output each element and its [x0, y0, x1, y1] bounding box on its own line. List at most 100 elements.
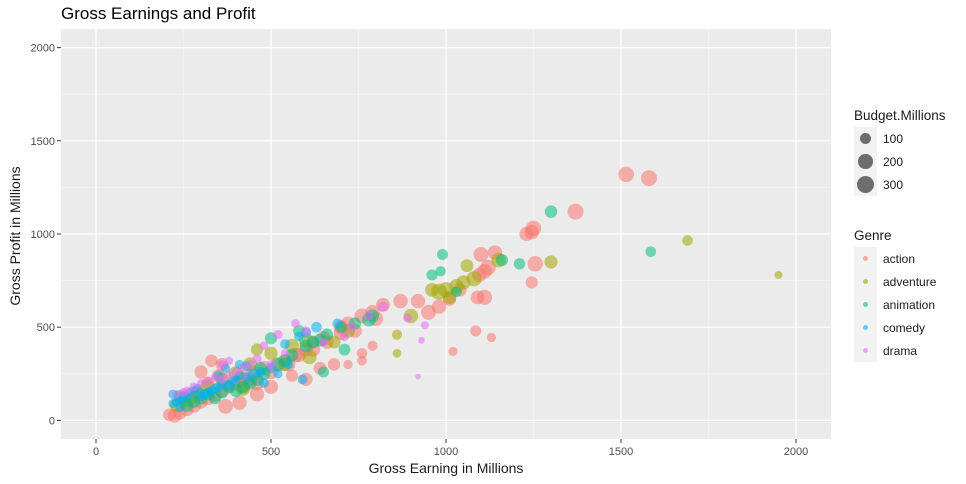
data-point-adventure	[460, 259, 474, 273]
y-axis-label: Gross Profit in Millions	[7, 166, 23, 306]
x-tick-label: 2000	[784, 446, 808, 458]
grid	[61, 29, 831, 439]
legend-marker	[858, 154, 873, 169]
data-point-action	[410, 293, 426, 309]
x-tick-label: 500	[262, 446, 280, 458]
x-tick-label: 1500	[609, 446, 633, 458]
data-point-drama	[415, 373, 421, 380]
data-point-drama	[224, 371, 234, 381]
size-legend-item: 300	[854, 173, 946, 196]
data-point-comedy	[311, 321, 322, 333]
data-point-drama	[291, 319, 300, 328]
data-point-comedy	[297, 374, 308, 385]
data-point-animation	[436, 248, 449, 261]
data-point-action	[470, 325, 482, 337]
data-point-action	[421, 304, 436, 320]
data-point-comedy	[259, 378, 269, 388]
legend-marker	[863, 325, 868, 330]
y-tick-label: 1000	[31, 229, 55, 241]
data-point-drama	[420, 321, 430, 330]
chart-title: Gross Earnings and Profit	[61, 4, 256, 23]
data-point-animation	[645, 246, 657, 258]
legend-label: adventure	[883, 274, 937, 289]
genre-legend-item: adventure	[854, 270, 936, 293]
legend-key	[854, 339, 877, 362]
data-point-drama	[189, 382, 199, 392]
y-tick-label: 1500	[31, 136, 55, 148]
data-point-drama	[172, 390, 181, 399]
y-tick-label: 2000	[31, 43, 55, 55]
data-point-animation	[317, 366, 330, 378]
legend-marker	[857, 176, 874, 193]
genre-legend-item: animation	[854, 293, 936, 316]
legend-label: comedy	[883, 320, 926, 335]
data-point-drama	[273, 330, 283, 340]
data-point-adventure	[264, 346, 278, 360]
data-point-drama	[364, 311, 374, 321]
data-point-adventure	[425, 282, 439, 297]
x-tick-label: 1000	[434, 446, 458, 458]
legend-label: 200	[883, 154, 904, 169]
data-point-action	[567, 203, 584, 220]
genre-legend-item: comedy	[854, 316, 936, 339]
data-point-action	[343, 359, 353, 370]
data-point-comedy	[273, 369, 283, 379]
legend-marker	[863, 256, 868, 261]
data-point-action	[486, 332, 497, 343]
size-legend-title: Budget.Millions	[854, 108, 946, 123]
data-point-drama	[224, 356, 234, 365]
legend-label: drama	[883, 343, 918, 358]
x-tick-label: 0	[93, 446, 99, 458]
genre-legend-item: action	[854, 247, 936, 270]
data-point-comedy	[175, 402, 185, 412]
y-tick-label: 500	[37, 322, 55, 334]
legend-label: action	[883, 251, 916, 266]
legend-key	[854, 127, 877, 150]
legend-label: 300	[883, 177, 904, 192]
legend-marker	[863, 302, 868, 307]
data-point-drama	[259, 341, 269, 351]
data-point-action	[640, 170, 658, 187]
y-tick-label: 0	[49, 415, 55, 427]
data-point-action	[527, 256, 544, 272]
data-point-animation	[513, 258, 526, 270]
legend-key	[854, 293, 877, 316]
data-point-drama	[266, 360, 276, 369]
data-point-animation	[338, 343, 351, 356]
legend-key	[854, 247, 877, 270]
data-point-drama	[346, 322, 357, 333]
data-point-comedy	[294, 331, 304, 342]
data-point-drama	[210, 373, 220, 382]
data-point-animation	[451, 286, 462, 298]
data-point-comedy	[332, 318, 343, 329]
legend-marker	[863, 279, 868, 284]
data-point-comedy	[283, 359, 294, 370]
data-point-drama	[231, 367, 241, 377]
data-point-drama	[203, 376, 213, 386]
data-point-comedy	[168, 398, 178, 409]
data-point-animation	[426, 269, 438, 281]
data-point-comedy	[280, 339, 290, 349]
data-point-animation	[435, 266, 446, 277]
data-point-action	[327, 358, 341, 371]
data-point-drama	[217, 360, 227, 369]
data-point-adventure	[544, 255, 558, 269]
data-point-drama	[339, 331, 350, 342]
data-point-adventure	[302, 349, 317, 365]
data-point-drama	[403, 313, 412, 323]
legend-label: 100	[883, 131, 904, 146]
size-legend-item: 200	[854, 150, 946, 173]
data-point-drama	[179, 388, 188, 397]
data-point-drama	[418, 336, 425, 344]
data-point-action	[473, 247, 489, 262]
data-point-action	[525, 276, 538, 289]
data-point-action	[393, 293, 408, 309]
data-point-adventure	[774, 270, 783, 280]
data-point-action	[448, 346, 458, 357]
data-point-action	[205, 354, 218, 368]
genre-legend-title: Genre	[854, 228, 892, 243]
data-point-drama	[377, 301, 389, 312]
data-point-adventure	[391, 329, 403, 340]
data-point-action	[285, 369, 299, 382]
data-point-action	[357, 355, 367, 366]
